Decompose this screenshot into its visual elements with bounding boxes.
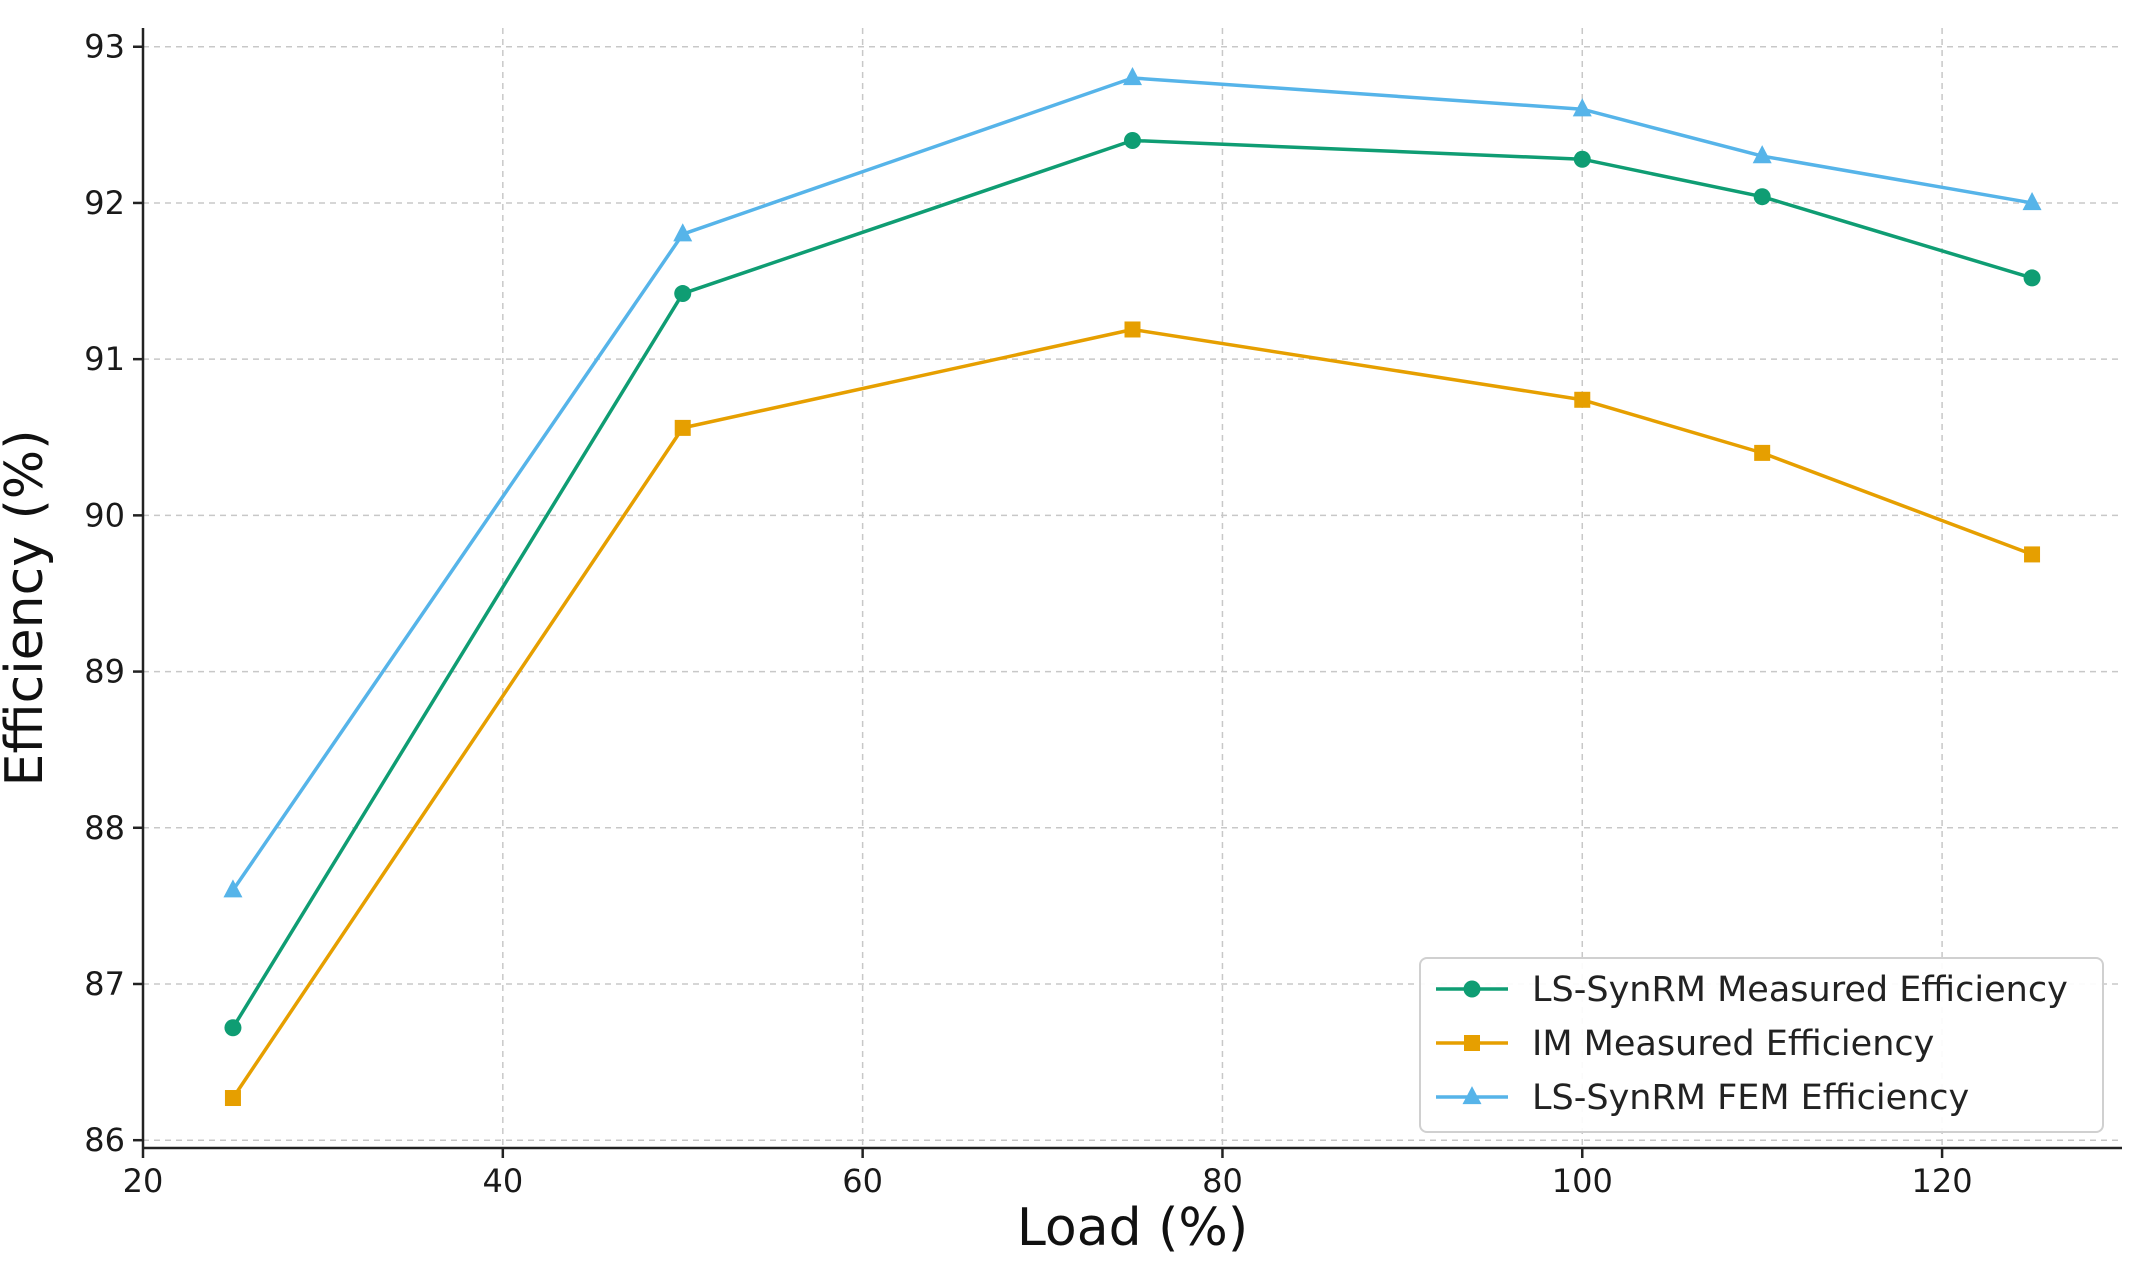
x-tick-label: 60 xyxy=(842,1162,883,1200)
tick-labels: 20 40 60 80 100 120 86 87 88 89 90 91 92 93 xyxy=(84,28,1972,1200)
legend-label: LS-SynRM FEM Efficiency xyxy=(1532,1078,1969,1118)
legend: LS-SynRM Measured Efficiency IM Measured … xyxy=(1419,957,2104,1133)
series-0 xyxy=(224,131,2041,1037)
y-tick-label: 87 xyxy=(84,965,125,1003)
x-tick-label: 100 xyxy=(1552,1162,1613,1200)
data-point xyxy=(674,285,692,303)
series-1 xyxy=(224,321,2041,1107)
legend-label: LS-SynRM Measured Efficiency xyxy=(1532,970,2068,1010)
y-axis-label: Efficiency (%) xyxy=(0,430,55,787)
x-tick-label: 80 xyxy=(1202,1162,1243,1200)
series-lines xyxy=(223,67,2042,1107)
data-point xyxy=(1752,145,1772,164)
legend-item: LS-SynRM Measured Efficiency xyxy=(1436,970,2068,1010)
y-tick-label: 93 xyxy=(84,28,125,66)
data-point xyxy=(1574,391,1591,408)
y-tick-label: 91 xyxy=(84,340,125,378)
y-tick-label: 90 xyxy=(84,496,125,534)
data-point xyxy=(1124,321,1141,338)
data-point xyxy=(673,223,693,242)
y-tick-label: 92 xyxy=(84,184,125,222)
x-tick-label: 40 xyxy=(482,1162,523,1200)
y-tick-label: 86 xyxy=(84,1121,125,1159)
data-point xyxy=(224,1090,241,1107)
legend-items: LS-SynRM Measured Efficiency IM Measured … xyxy=(1436,970,2068,1118)
series-line xyxy=(231,327,2034,1100)
data-point xyxy=(1572,98,1592,117)
data-point xyxy=(224,1019,242,1037)
series-line xyxy=(231,76,2034,893)
x-axis-label: Load (%) xyxy=(1017,1198,1248,1258)
legend-marker xyxy=(1462,1086,1482,1105)
data-point xyxy=(1573,150,1591,168)
legend-marker xyxy=(1463,980,1481,998)
series-2 xyxy=(223,67,2042,898)
legend-label: IM Measured Efficiency xyxy=(1532,1024,1934,1064)
data-point xyxy=(2022,192,2042,211)
data-point xyxy=(1123,67,1142,86)
x-tick-label: 120 xyxy=(1912,1162,1973,1200)
legend-marker xyxy=(1464,1035,1480,1051)
data-point xyxy=(1753,188,1771,206)
data-point xyxy=(223,879,243,898)
x-tick-label: 20 xyxy=(123,1162,164,1200)
legend-frame xyxy=(1419,957,2104,1133)
y-tick-label: 88 xyxy=(84,809,125,847)
data-point xyxy=(1124,131,1141,149)
data-point xyxy=(1754,444,1771,461)
series-line xyxy=(231,138,2034,1030)
y-tick-label: 89 xyxy=(84,653,125,691)
axes xyxy=(133,28,2122,1158)
legend-item: IM Measured Efficiency xyxy=(1436,1024,1934,1064)
data-point xyxy=(674,419,691,436)
legend-item: LS-SynRM FEM Efficiency xyxy=(1436,1078,1969,1118)
data-point xyxy=(2024,546,2041,563)
data-point xyxy=(2023,269,2041,287)
